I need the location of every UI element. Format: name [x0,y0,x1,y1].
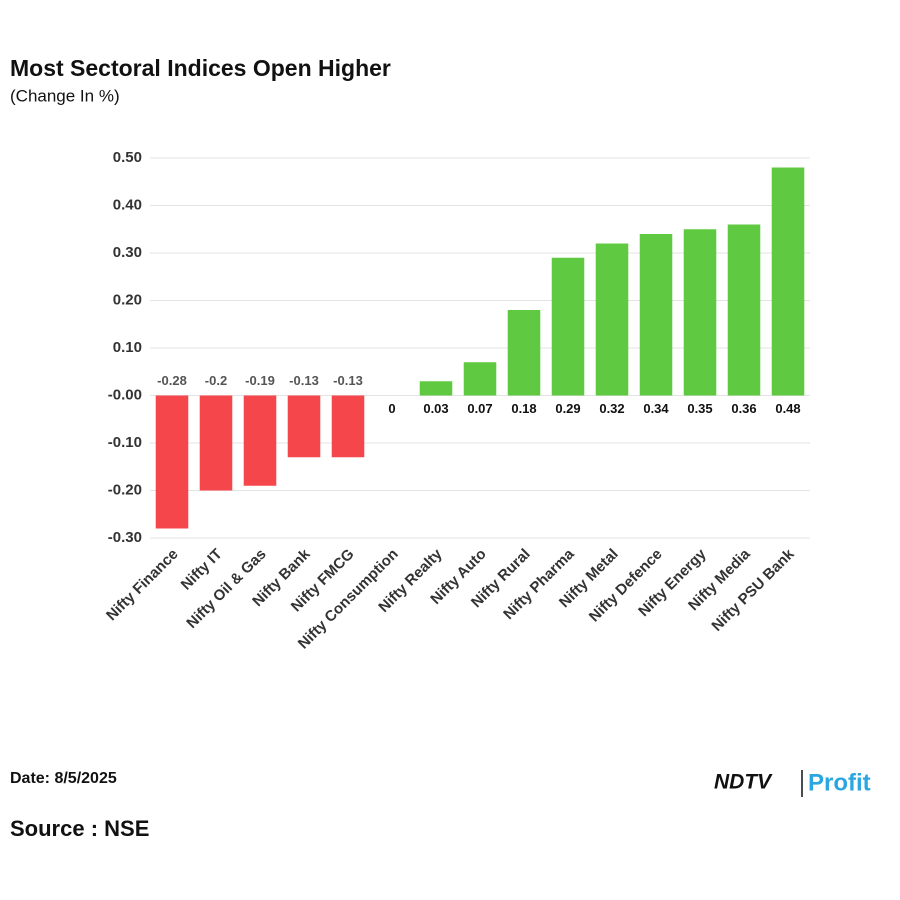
data-label: 0.18 [511,401,536,416]
bar [419,381,453,396]
date: Date: 8/5/2025 [10,770,117,787]
bar [727,224,761,396]
bar [683,229,717,396]
data-label: -0.28 [157,373,187,388]
y-tick-label: -0.30 [108,529,142,546]
bar [155,395,189,529]
logo: NDTV [714,771,773,794]
data-label: -0.2 [205,373,227,388]
bar [287,395,321,458]
chart-title: Most Sectoral Indices Open Higher [10,55,391,81]
y-tick-label: 0.40 [113,196,142,213]
bar [595,243,629,396]
bar [639,234,673,396]
data-label: 0.32 [599,401,624,416]
bar [463,362,497,396]
bar [199,395,233,491]
chart-subtitle: (Change In %) [10,86,120,105]
bar [771,167,805,396]
data-label: 0.07 [467,401,492,416]
data-label: 0.48 [775,401,800,416]
data-label: -0.13 [289,373,319,388]
y-tick-label: 0.10 [113,339,142,356]
data-label: 0.36 [731,401,756,416]
y-tick-label: -0.20 [108,481,142,498]
bar [243,395,277,486]
logo-sub: Profit [808,769,871,796]
source: Source : NSE [10,816,149,841]
bar [331,395,365,458]
data-label: 0.34 [643,401,669,416]
data-label: 0 [388,401,395,416]
y-tick-label: 0.20 [113,291,142,308]
data-label: 0.35 [687,401,712,416]
data-label: 0.29 [555,401,580,416]
data-label: -0.13 [333,373,363,388]
bar [551,257,585,396]
y-tick-label: 0.30 [113,244,142,261]
data-label: -0.19 [245,373,275,388]
bar [507,310,541,396]
data-label: 0.03 [423,401,448,416]
y-tick-label: -0.10 [108,434,142,451]
y-tick-label: -0.00 [108,386,142,403]
y-tick-label: 0.50 [113,149,142,166]
